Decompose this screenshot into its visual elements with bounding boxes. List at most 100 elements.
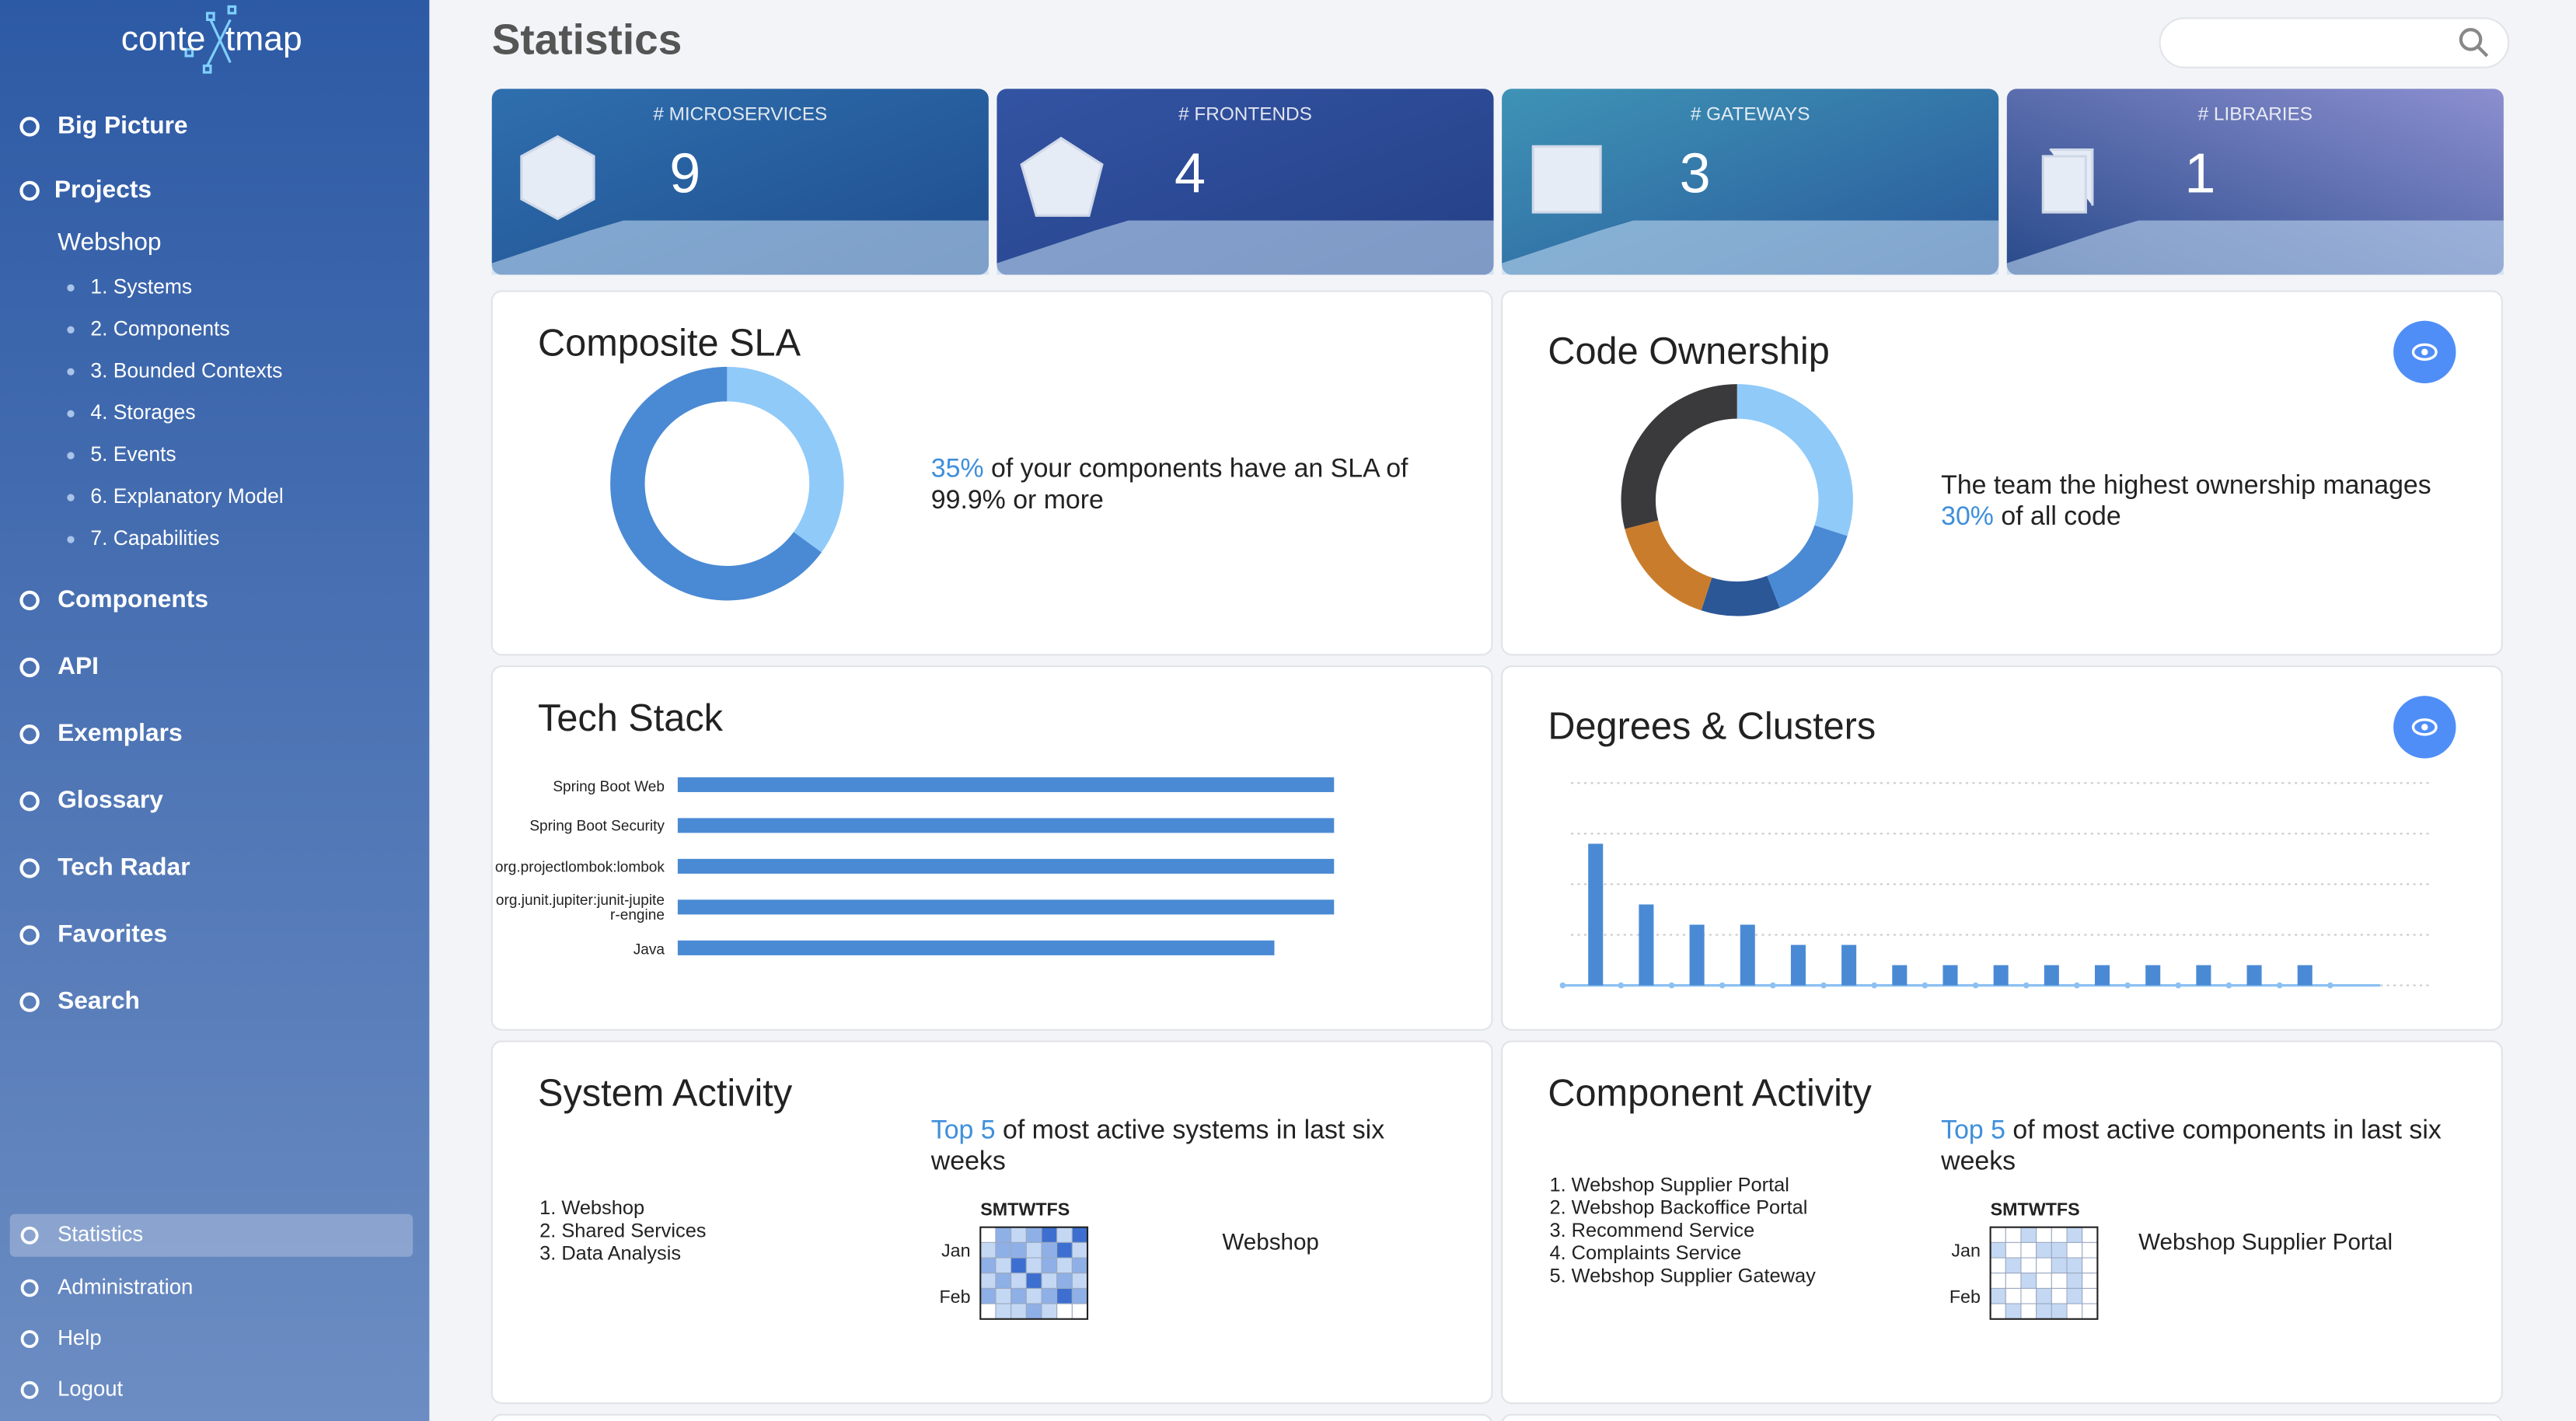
eye-button[interactable] <box>2393 696 2456 759</box>
heatmap-cell <box>2036 1303 2052 1320</box>
nav-step[interactable]: 1. Systems <box>90 274 192 298</box>
nav-item[interactable]: Help <box>58 1325 102 1349</box>
nav-step[interactable]: 3. Bounded Contexts <box>90 358 282 382</box>
heatmap-month: Feb <box>1949 1287 1981 1307</box>
baseline-dot <box>1618 982 1625 989</box>
nav-item[interactable]: Projects <box>54 175 152 203</box>
donut-segment <box>1737 384 1853 536</box>
nav-item[interactable]: Logout <box>58 1376 123 1400</box>
bar <box>677 899 1335 915</box>
logo-text: tmap <box>225 20 302 58</box>
nav-step[interactable]: 2. Components <box>90 316 229 340</box>
card-title: System Activity <box>538 1072 793 1114</box>
nav-item[interactable]: Glossary <box>58 785 163 813</box>
nav-project[interactable]: Webshop <box>58 228 162 256</box>
card <box>1501 290 2503 656</box>
bar <box>677 777 1335 792</box>
heatmap-cell <box>2066 1257 2083 1274</box>
stat-icon <box>1531 145 1602 214</box>
heatmap-cell <box>2020 1241 2037 1259</box>
heatmap-cell <box>1025 1303 1042 1320</box>
sla-text: 35% of your components have an SLA of 99… <box>931 454 1457 516</box>
heatmap-cell <box>2051 1241 2068 1259</box>
nav-item[interactable]: Big Picture <box>58 110 188 138</box>
nav-item[interactable]: Favorites <box>58 919 167 947</box>
card-title: Composite SLA <box>538 322 801 364</box>
nav-item[interactable]: Components <box>58 585 208 613</box>
heatmap-cell <box>2082 1227 2098 1243</box>
baseline-dot <box>1820 982 1827 989</box>
nav-item[interactable]: Administration <box>58 1274 193 1298</box>
activity-item: 5. Webshop Supplier Gateway <box>1549 1265 1816 1287</box>
baseline-dot <box>1770 982 1776 989</box>
heatmap-cell <box>1025 1273 1042 1289</box>
stat-label: # GATEWAYS <box>1691 104 1810 125</box>
nav-icon <box>19 724 40 745</box>
eye-button[interactable] <box>2393 320 2456 384</box>
text: of most active components in last six we… <box>1941 1116 2442 1177</box>
text: of your components have an SLA of 99.9% … <box>930 456 1408 515</box>
bar-label: org.projectlombok:lombok <box>494 858 665 876</box>
card-title: Component Activity <box>1548 1072 1872 1114</box>
bar <box>677 818 1335 833</box>
heatmap-cell <box>1071 1287 1088 1304</box>
nav-item[interactable]: Tech Radar <box>58 852 190 880</box>
heatmap-cell <box>2066 1227 2083 1243</box>
baseline-dot <box>2175 982 2182 989</box>
activity-item: 4. Complaints Service <box>1549 1242 1741 1264</box>
activity-text: Top 5 of most active systems in last six… <box>931 1116 1457 1178</box>
heatmap-cell <box>1056 1227 1073 1243</box>
logo-icon <box>184 5 237 74</box>
card <box>490 1040 1493 1405</box>
nav-step[interactable]: 6. Explanatory Model <box>90 484 283 508</box>
page-title: Statistics <box>492 16 682 64</box>
activity-text-box: Top 5 of most active systems in last six… <box>931 1116 1457 1178</box>
heatmap-cell <box>995 1303 1012 1320</box>
heatmap-cell <box>2051 1273 2068 1289</box>
heatmap-cell <box>1056 1241 1073 1259</box>
search-box[interactable] <box>2159 17 2510 68</box>
heatmap-cell <box>2005 1227 2022 1243</box>
logo-text: conte <box>121 20 206 58</box>
heatmap-cell <box>995 1257 1012 1274</box>
heatmap-cell <box>1025 1241 1042 1259</box>
nav-item[interactable]: API <box>58 651 99 679</box>
nav-icon <box>19 117 40 137</box>
nav-icon <box>19 180 40 201</box>
step-icon <box>67 536 75 543</box>
text: 30% <box>1941 503 1994 532</box>
bar <box>2297 965 2312 986</box>
heatmap-cell <box>2066 1241 2083 1259</box>
heatmap-cell <box>979 1303 997 1320</box>
step-icon <box>67 452 75 459</box>
heatmap-cell <box>2066 1303 2083 1320</box>
heatmap-cell <box>1041 1257 1058 1274</box>
nav-item[interactable]: Statistics <box>58 1222 143 1246</box>
bar <box>1993 965 2009 986</box>
stat-value: 9 <box>669 143 700 205</box>
heatmap-cell <box>979 1287 997 1304</box>
nav-icon <box>20 1279 39 1297</box>
nav-item[interactable]: Exemplars <box>58 718 183 746</box>
stat-value: 4 <box>1175 143 1206 205</box>
nav-item[interactable]: Search <box>58 986 140 1014</box>
heatmap-cell <box>1071 1257 1088 1274</box>
activity-item: 1. Webshop <box>539 1197 644 1219</box>
nav-step[interactable]: 5. Events <box>90 442 176 466</box>
stat-icon <box>1020 136 1104 217</box>
nav-step[interactable]: 7. Capabilities <box>90 526 219 550</box>
baseline-dot <box>1668 982 1675 989</box>
heatmap-outline <box>979 1226 1089 1320</box>
heatmap-cell <box>995 1227 1012 1243</box>
heatmap-cell <box>1990 1287 2006 1304</box>
nav-step[interactable]: 4. Storages <box>90 400 195 424</box>
heatmap-cell <box>2051 1227 2068 1243</box>
bar <box>1639 904 1654 986</box>
bar <box>2095 965 2110 986</box>
heatmap-cell <box>1011 1241 1027 1259</box>
heatmap-cell <box>2051 1257 2068 1274</box>
baseline-dot <box>2225 982 2232 989</box>
card <box>491 1413 1492 1421</box>
bar <box>677 858 1335 874</box>
